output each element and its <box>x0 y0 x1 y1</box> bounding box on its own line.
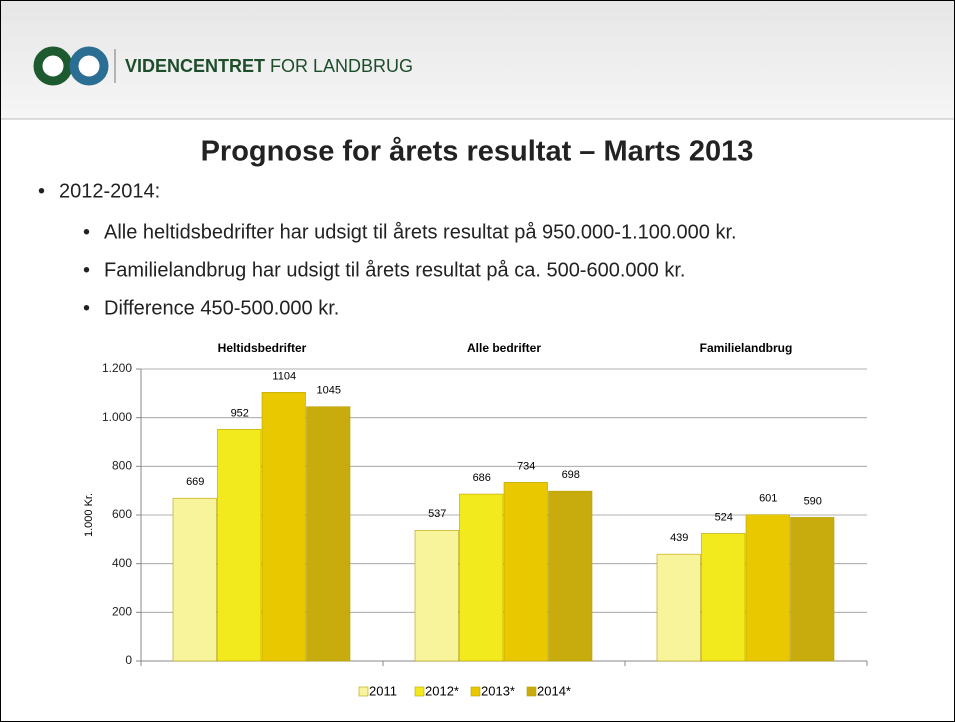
legend-label: 2012* <box>425 683 459 698</box>
bullet-dot: • <box>83 221 90 243</box>
data-label: 590 <box>804 495 822 507</box>
data-label: 734 <box>517 460 535 472</box>
data-label: 1104 <box>272 370 296 382</box>
data-label: 1045 <box>317 385 341 397</box>
bar <box>172 497 217 662</box>
data-label: 537 <box>428 508 446 520</box>
logo-circle <box>33 46 73 86</box>
bullet: 2012-2014: <box>59 180 160 202</box>
slide-title: Prognose for årets resultat – Marts 2013 <box>201 136 754 168</box>
category-label: Alle bedrifter <box>467 341 541 355</box>
brand-rest: FOR LANDBRUG <box>270 56 413 76</box>
legend-label: 2011 <box>369 683 397 698</box>
bullet-dot: • <box>38 180 45 202</box>
y-axis-label: 1.000 Kr. <box>83 493 95 537</box>
y-tick-label: 600 <box>112 507 132 521</box>
data-label: 686 <box>473 472 491 484</box>
category-label: Familielandbrug <box>700 341 793 355</box>
y-tick-label: 200 <box>112 605 132 619</box>
bullet-dot: • <box>83 297 90 319</box>
bar <box>459 493 504 662</box>
y-tick-label: 0 <box>125 653 132 667</box>
legend-swatch <box>470 686 481 697</box>
bar <box>306 406 351 662</box>
bar <box>656 553 701 662</box>
legend-label: 2014* <box>537 683 571 698</box>
y-tick-label: 400 <box>112 556 132 570</box>
y-tick-label: 1.000 <box>102 410 132 424</box>
header-band <box>1 1 954 119</box>
legend-swatch <box>414 686 425 697</box>
bar <box>217 429 262 662</box>
data-label: 439 <box>670 532 688 544</box>
data-label: 669 <box>186 476 204 488</box>
bar <box>745 514 790 662</box>
bar <box>414 530 459 662</box>
data-label: 698 <box>562 469 580 481</box>
bullet: Alle heltidsbedrifter har udsigt til åre… <box>104 221 737 243</box>
legend-swatch <box>358 686 369 697</box>
logo-circle <box>69 46 109 86</box>
bar <box>548 490 593 662</box>
bar <box>790 517 835 662</box>
y-tick-label: 1.200 <box>102 361 132 375</box>
bar <box>261 392 306 662</box>
brand-bold: VIDENCENTRET <box>125 56 265 76</box>
bullet-dot: • <box>83 259 90 281</box>
data-label: 524 <box>715 511 733 523</box>
legend-label: 2013* <box>481 683 515 698</box>
bullet: Difference 450-500.000 kr. <box>104 297 339 319</box>
bar <box>701 533 746 662</box>
legend-swatch <box>526 686 537 697</box>
brand: VIDENCENTRET FOR LANDBRUG <box>125 56 413 76</box>
bar <box>503 482 548 662</box>
y-tick-label: 800 <box>112 459 132 473</box>
category-label: Heltidsbedrifter <box>218 341 307 355</box>
bullet: Familielandbrug har udsigt til årets res… <box>104 259 685 281</box>
data-label: 601 <box>759 493 777 505</box>
data-label: 952 <box>231 407 249 419</box>
